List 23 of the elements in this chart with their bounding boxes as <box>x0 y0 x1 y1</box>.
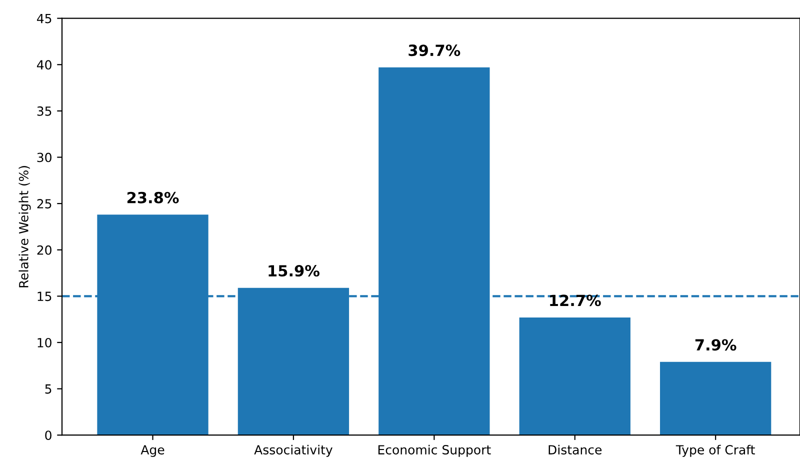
data-label: 23.8% <box>127 192 179 204</box>
y-tick-label: 35 <box>37 106 52 116</box>
bar <box>660 362 772 436</box>
bar <box>519 317 630 436</box>
y-tick-label: 0 <box>45 430 52 440</box>
y-tick-label: 40 <box>36 60 52 70</box>
x-tick-label: Age <box>140 445 164 457</box>
y-axis-title: Relative Weight (%) <box>18 166 31 288</box>
y-tick-label: 45 <box>36 14 52 24</box>
x-tick-label: Distance <box>548 444 602 454</box>
data-label: 7.9% <box>695 339 736 351</box>
y-tick-label: 20 <box>37 245 52 255</box>
data-label: 12.7% <box>550 294 601 306</box>
y-tick-label: 30 <box>37 152 52 162</box>
y-tick-label: 15 <box>38 292 52 302</box>
y-tick-label: 10 <box>38 338 52 348</box>
x-tick-label: Type of Craft <box>676 444 755 457</box>
y-tick-label: 5 <box>45 384 52 394</box>
data-label: 15.9% <box>268 264 320 277</box>
x-tick-label: Associativity <box>254 444 332 457</box>
x-tick-label: Economic Support <box>378 444 491 457</box>
y-tick-label: 25 <box>37 199 52 208</box>
data-label: 39.7% <box>408 44 460 56</box>
